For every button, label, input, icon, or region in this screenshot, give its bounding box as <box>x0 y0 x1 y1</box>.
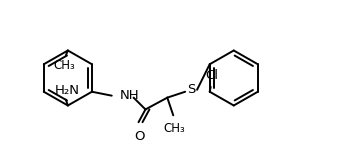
Text: O: O <box>134 130 145 143</box>
Text: NH: NH <box>120 89 139 102</box>
Text: CH₃: CH₃ <box>163 122 185 135</box>
Text: H₂N: H₂N <box>54 84 79 97</box>
Text: Cl: Cl <box>205 69 218 82</box>
Text: CH₃: CH₃ <box>53 59 75 72</box>
Text: S: S <box>187 83 195 96</box>
